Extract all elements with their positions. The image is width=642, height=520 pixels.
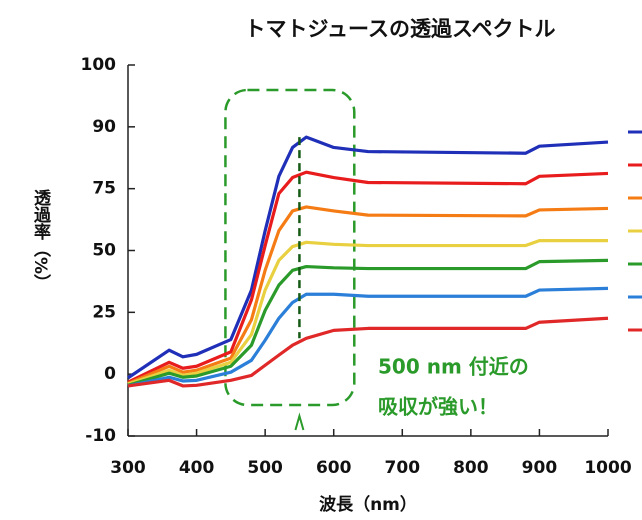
y-tick-label: 100 [81, 55, 117, 75]
series-line [127, 135, 609, 380]
x-tick-label: 700 [385, 458, 421, 478]
annotation: 吸収が強い！ [378, 395, 498, 419]
y-tick-label: 75 [92, 179, 116, 199]
series-line [127, 205, 609, 385]
x-tick-label: 1000 [584, 458, 631, 478]
x-tick-label: 800 [453, 458, 489, 478]
annotation: 500 nm 付近の [378, 355, 529, 379]
x-tick-label: 900 [522, 458, 558, 478]
y-tick-label: 0 [104, 364, 116, 384]
y-tick-label: 25 [92, 302, 116, 322]
y-axis-label: 透過率（%） [30, 188, 51, 291]
series-line [127, 258, 609, 387]
x-tick-label: 500 [247, 458, 283, 478]
series-line [127, 286, 609, 388]
highlight-box [224, 88, 356, 407]
x-tick-label: 300 [110, 458, 146, 478]
series-line [127, 316, 609, 388]
series-line [127, 170, 609, 384]
x-tick-label: 400 [179, 458, 215, 478]
y-tick-label: -10 [85, 426, 116, 446]
marker-arrow [294, 412, 305, 431]
x-tick-label: 600 [316, 458, 352, 478]
y-tick-label: 50 [92, 241, 116, 261]
y-tick-label: 90 [92, 117, 116, 137]
series-line [127, 239, 608, 386]
x-axis-label: 波長（nm） [319, 494, 417, 515]
chart-title: トマトジュースの透過スペクトル [244, 17, 555, 41]
